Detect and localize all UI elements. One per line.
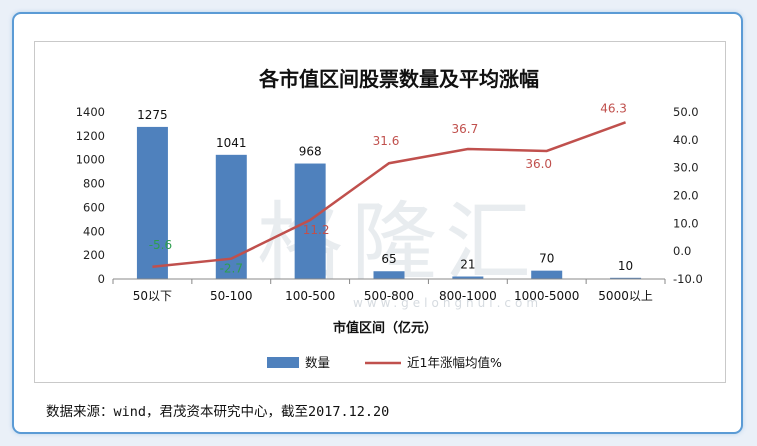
x-tick-label: 5000以上 <box>598 289 653 303</box>
line-value-label: -5.6 <box>149 238 172 252</box>
bar-50以下 <box>136 126 168 280</box>
y-left-tick-label: 1200 <box>76 129 105 143</box>
x-tick-label: 1000-5000 <box>514 289 579 303</box>
y-left-tick-label: 1000 <box>76 153 105 167</box>
bar-value-label: 65 <box>381 252 396 266</box>
y-right-tick-label: 10.0 <box>673 216 699 230</box>
line-value-label: 46.3 <box>600 101 627 115</box>
x-tick-label: 50以下 <box>133 289 172 303</box>
y-left-tick-label: 600 <box>83 200 105 214</box>
x-tick-label: 50-100 <box>210 289 253 303</box>
chart-svg: 各市值区间股票数量及平均涨幅 0 200 400 600 800 1000 1200 1400 -… <box>76 67 703 370</box>
line-value-label: -2.7 <box>220 262 243 276</box>
bar-value-label: 1041 <box>216 136 247 150</box>
bar-5000以上 <box>610 277 642 279</box>
bar-1000-5000 <box>531 270 563 279</box>
x-tick-label: 500-800 <box>364 289 414 303</box>
legend-line-label: 近1年涨幅均值% <box>407 355 502 370</box>
bar-800-1000 <box>452 276 484 279</box>
line-value-label: 31.6 <box>373 134 400 148</box>
y-right-tick-label: 40.0 <box>673 133 699 147</box>
y-right-tick-label: -10.0 <box>673 272 703 286</box>
bar-value-label: 21 <box>460 257 475 271</box>
bar-value-label: 10 <box>618 259 633 273</box>
legend-bar-swatch <box>267 357 299 368</box>
y-right-tick-label: 0.0 <box>673 244 691 258</box>
y-right-tick-label: 50.0 <box>673 105 699 119</box>
y-left-tick-label: 200 <box>83 248 105 262</box>
x-tick-label: 100-500 <box>285 289 335 303</box>
line-value-label: 36.0 <box>525 157 552 171</box>
legend-bar-label: 数量 <box>305 355 330 370</box>
line-value-label: 36.7 <box>451 122 478 136</box>
bar-value-label: 968 <box>299 145 322 159</box>
line-value-label: 11.2 <box>303 223 330 237</box>
bar-500-800 <box>373 271 405 279</box>
bar-value-label: 70 <box>539 252 554 266</box>
y-left-tick-label: 400 <box>83 224 105 238</box>
line-series <box>152 121 626 268</box>
x-tick-label: 800-1000 <box>439 289 497 303</box>
source-note: 数据来源：wind，君茂资本研究中心，截至2017.12.20 <box>46 404 390 420</box>
chart-title: 各市值区间股票数量及平均涨幅 <box>258 67 539 91</box>
y-left-tick-label: 800 <box>83 177 105 191</box>
bar-value-label: 1275 <box>137 108 168 122</box>
chart-area: 格隆汇 www.gelonghui.com 各市值区间股票数量及平均涨幅 0 200… <box>34 41 726 383</box>
y-left-tick-label: 0 <box>98 272 105 286</box>
watermark-url: www.gelonghui.com <box>353 296 543 310</box>
y-left-tick-label: 1400 <box>76 105 105 119</box>
x-axis-title: 市值区间（亿元） <box>333 320 437 336</box>
y-right-tick-label: 30.0 <box>673 161 699 175</box>
chart-frame: 格隆汇 www.gelonghui.com 各市值区间股票数量及平均涨幅 0 200… <box>12 12 743 434</box>
y-right-tick-label: 20.0 <box>673 189 699 203</box>
